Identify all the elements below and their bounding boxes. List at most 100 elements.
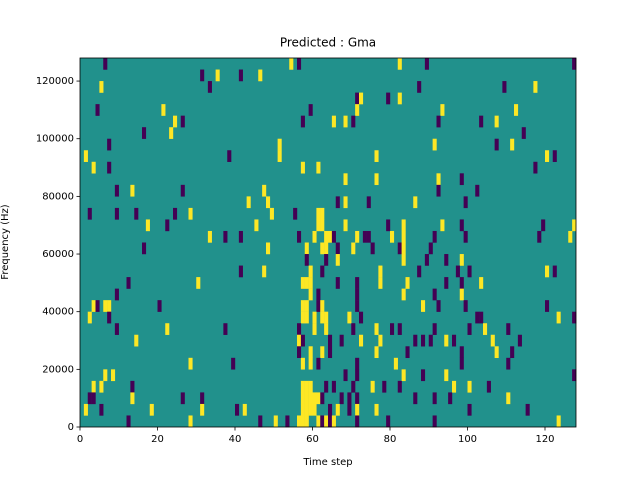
heatmap-cell [490, 334, 495, 347]
heatmap-cell [351, 323, 356, 335]
heatmap-cell [328, 403, 333, 416]
heatmap-cell [308, 392, 313, 405]
heatmap-cell [308, 346, 313, 359]
heatmap-cell [374, 150, 379, 162]
heatmap-cell [300, 161, 305, 174]
heatmap-cell [297, 230, 302, 243]
heatmap-cell [328, 334, 333, 347]
heatmap-cell [331, 230, 336, 243]
heatmap-cell [304, 311, 309, 324]
heatmap-cell [293, 207, 298, 220]
heatmap-cell [510, 346, 515, 359]
heatmap-cell [552, 265, 557, 278]
x-tick-label: 120 [535, 434, 554, 445]
heatmap-cell [335, 196, 340, 209]
heatmap-cell [134, 207, 139, 220]
heatmap-cell [300, 392, 305, 405]
heatmap-cell [254, 219, 259, 232]
heatmap-cell [397, 323, 402, 335]
heatmap-cell [103, 300, 108, 312]
heatmap-cell [355, 277, 360, 289]
x-tick-label: 20 [151, 434, 164, 445]
heatmap-cell [432, 415, 437, 428]
heatmap-cell [87, 207, 92, 220]
heatmap-cell [130, 392, 135, 405]
heatmap-cell [312, 311, 317, 324]
heatmap-cell [304, 415, 309, 428]
heatmap-cell [215, 69, 220, 82]
heatmap-cell [428, 334, 433, 347]
heatmap-cell [359, 311, 364, 324]
heatmap-cell [397, 58, 402, 70]
heatmap-cell [308, 357, 313, 370]
heatmap-cell [521, 127, 526, 139]
heatmap-cell [421, 334, 426, 347]
heatmap-cell [83, 150, 88, 162]
heatmap-cell [359, 334, 364, 347]
heatmap-cell [355, 288, 360, 301]
heatmap-cell [405, 277, 410, 289]
heatmap-cell [390, 230, 395, 243]
heatmap-cell [231, 357, 236, 370]
x-axis-label: Time step [302, 457, 352, 468]
heatmap-cell [459, 346, 464, 359]
heatmap-cell [87, 392, 92, 405]
heatmap-cell [386, 415, 391, 428]
heatmap-cell [308, 380, 313, 393]
heatmap-cell [413, 196, 418, 209]
heatmap-cell [525, 403, 530, 416]
heatmap-cell [297, 334, 302, 347]
heatmap-cell [297, 415, 302, 428]
heatmap-cell [463, 300, 468, 312]
heatmap-cell [188, 207, 193, 220]
x-tick-label: 40 [229, 434, 242, 445]
heatmap-cell [378, 334, 383, 347]
heatmap-cell [335, 242, 340, 255]
heatmap-cell [266, 242, 271, 255]
heatmap-cell [304, 242, 309, 255]
heatmap-cell [432, 323, 437, 335]
heatmap-cell [304, 380, 309, 393]
heatmap-cell [320, 415, 325, 428]
heatmap-cell [568, 230, 573, 243]
heatmap-cell [390, 323, 395, 335]
heatmap-cell [494, 346, 499, 359]
heatmap-cell [87, 311, 92, 324]
heatmap-cell [463, 196, 468, 209]
heatmap-cell [324, 415, 329, 428]
x-tick-label: 60 [306, 434, 319, 445]
heatmap-cell [277, 150, 282, 162]
heatmap-cell [479, 311, 484, 324]
heatmap-cell [401, 219, 406, 232]
y-tick-label: 80000 [42, 191, 74, 202]
heatmap-cell [339, 392, 344, 405]
heatmap-cell [308, 403, 313, 416]
heatmap-cell [300, 403, 305, 416]
heatmap-cell [304, 254, 309, 266]
heatmap-cell [452, 380, 457, 393]
heatmap-cell [366, 230, 371, 243]
heatmap-cell [320, 311, 325, 324]
heatmap-cell [545, 150, 550, 162]
heatmap-cell [444, 369, 449, 382]
heatmap-cell [467, 323, 472, 335]
y-tick-label: 20000 [42, 364, 74, 375]
heatmap-cell [421, 300, 426, 312]
heatmap-cell [312, 323, 317, 335]
heatmap-cell [312, 230, 317, 243]
heatmap-cell [417, 265, 422, 278]
heatmap-cell [483, 323, 488, 335]
heatmap-cell [200, 392, 205, 405]
heatmap-cell [312, 392, 317, 405]
heatmap-cell [347, 311, 352, 324]
heatmap-cell [227, 150, 232, 162]
heatmap-cell [91, 380, 96, 393]
heatmap-cell [355, 300, 360, 312]
heatmap-cell [572, 311, 577, 324]
heatmap-cell [343, 196, 348, 209]
heatmap-cell [335, 254, 340, 266]
heatmap-cell [99, 81, 104, 93]
heatmap-cell [351, 380, 356, 393]
plot-area [80, 58, 577, 428]
